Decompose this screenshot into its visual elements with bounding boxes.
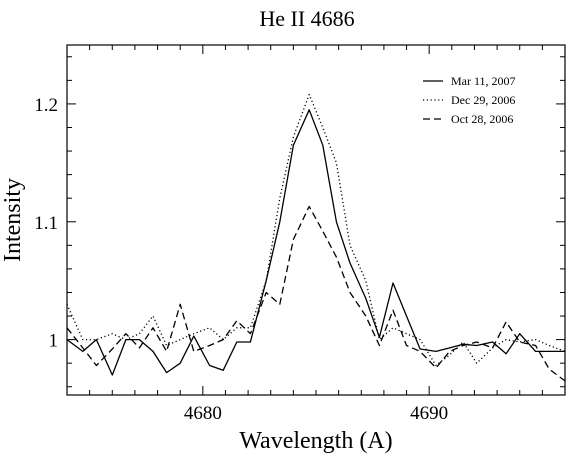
legend-label-1: Mar 11, 2007: [451, 74, 516, 88]
series-line-2: [66, 93, 566, 367]
series-line-1: [66, 109, 565, 376]
x-tick-label: 4690: [410, 403, 448, 424]
chart-title: He II 4686: [259, 6, 354, 31]
legend-label-2: Dec 29, 2006: [451, 93, 515, 107]
tick-layer: 4680 4690 1 1.1 1.2: [34, 45, 566, 424]
legend-label-3: Oct 28, 2006: [451, 112, 513, 126]
series-layer: [66, 93, 566, 382]
y-tick-label: 1.2: [34, 95, 58, 116]
x-axis-label: Wavelength (A): [239, 428, 392, 454]
series-line-3: [66, 205, 566, 382]
y-tick-label: 1: [49, 331, 59, 352]
y-tick-label: 1.1: [34, 213, 58, 234]
x-tick-label: 4680: [184, 403, 222, 424]
legend: Mar 11, 2007 Dec 29, 2006 Oct 28, 2006: [423, 74, 516, 126]
y-axis-label: Intensity: [0, 178, 26, 262]
